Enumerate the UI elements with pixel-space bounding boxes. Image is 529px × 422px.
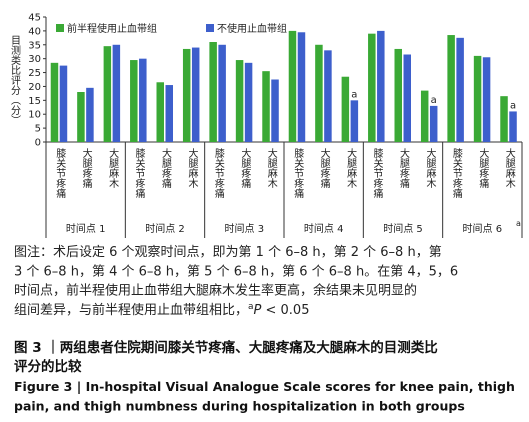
bar: [244, 62, 253, 143]
caption-cn: 图 3 ｜两组患者住院期间膝关节疼痛、大腿疼痛及大腿麻木的目测类比: [14, 339, 438, 356]
x-tick-label: 膝关节疼痛: [292, 147, 304, 199]
x-tick-label: 膝关节疼痛: [54, 147, 66, 199]
bar: [500, 96, 508, 142]
x-tick-label: 膝关节疼痛: [371, 147, 383, 199]
group-annotation: a: [516, 219, 521, 228]
y-tick-label: 10: [28, 110, 41, 121]
bar: [235, 60, 244, 142]
x-tick-label: 大腿麻木: [424, 147, 436, 189]
bar: [262, 71, 270, 142]
legend-label: 不使用止血带组: [217, 22, 287, 35]
bar: [86, 87, 94, 142]
x-tick-label: 大腿麻木: [503, 147, 515, 189]
bar: [482, 57, 491, 142]
bar: [341, 76, 350, 142]
y-tick-label: 5: [35, 124, 41, 135]
note-text: < 0.05: [261, 303, 309, 318]
bar: [324, 50, 332, 143]
y-tick-label: 20: [28, 82, 41, 93]
x-tick-label: 膝关节疼痛: [133, 147, 145, 199]
note-line: 时间点，前半程使用止血带组大腿麻木发生率更高，余结果未见明显的: [14, 283, 417, 299]
y-axis-label: 目测类比评分（分）: [9, 35, 21, 125]
group-label: 时间点 3: [225, 222, 265, 235]
y-tick-label: 40: [28, 26, 41, 37]
bar: [165, 85, 173, 142]
bar: [473, 55, 482, 143]
bar: [420, 90, 429, 142]
bar: [103, 46, 112, 142]
group-label: 时间点 4: [304, 222, 344, 235]
bar: [139, 58, 147, 142]
note-line: 图注：术后设定 6 个观察时间点，即为第 1 个 6–8 h，第 2 个 6–8…: [14, 245, 442, 260]
bar: [191, 47, 200, 142]
bar: [182, 48, 191, 142]
caption-en: pain, and thigh numbness during hospital…: [14, 399, 465, 414]
y-tick-label: 0: [35, 138, 41, 149]
x-tick-label: 大腿疼痛: [160, 147, 172, 189]
note-sup: a: [248, 302, 254, 312]
bar: [112, 44, 121, 142]
group-label: 时间点 2: [145, 222, 185, 235]
bar-annotation: a: [510, 100, 516, 111]
bar: [209, 42, 217, 142]
bar-annotation: a: [431, 95, 437, 106]
bar: [350, 100, 359, 142]
bar: [130, 60, 138, 142]
x-tick-label: 大腿麻木: [345, 147, 357, 189]
caption-en: Figure 3 | In-hospital Visual Analogue S…: [14, 379, 515, 394]
bar: [429, 105, 438, 142]
group-label: 时间点 6: [463, 222, 503, 235]
y-tick-label: 45: [28, 13, 41, 24]
bar: [271, 79, 279, 142]
y-tick-label: 30: [28, 54, 41, 65]
bar: [77, 92, 85, 142]
note-italic: P: [254, 303, 262, 318]
x-tick-label: 膝关节疼痛: [450, 147, 462, 199]
bar: [218, 44, 226, 142]
x-tick-label: 大腿麻木: [186, 147, 198, 189]
bar: [456, 37, 464, 143]
note-line: 组间差异，与前半程使用止血带组相比，aP < 0.05: [14, 302, 309, 318]
group-label: 时间点 1: [66, 222, 106, 235]
bar: [59, 65, 68, 142]
y-tick-label: 25: [28, 68, 41, 79]
note-line: 3 个 6–8 h，第 4 个 6–8 h，第 5 个 6–8 h，第 6 个 …: [14, 264, 458, 279]
x-tick-label: 大腿疼痛: [477, 147, 489, 189]
bar: [368, 33, 376, 142]
group-label: 时间点 5: [383, 222, 423, 235]
bar: [288, 30, 297, 143]
bar: [403, 54, 411, 142]
legend-swatch: [56, 24, 64, 32]
bar: [447, 35, 455, 142]
bar: [315, 44, 323, 142]
x-tick-label: 膝关节疼痛: [212, 147, 224, 199]
caption-cn: 评分的比较: [14, 358, 82, 375]
bar: [377, 30, 385, 143]
x-tick-label: 大腿疼痛: [318, 147, 330, 189]
x-tick-label: 大腿疼痛: [239, 147, 251, 189]
y-tick-label: 15: [28, 96, 41, 107]
bar: [509, 111, 517, 142]
bar-annotation: a: [351, 89, 357, 100]
legend-swatch: [206, 24, 214, 32]
bar: [156, 82, 164, 142]
bar: [394, 48, 402, 142]
x-tick-label: 大腿麻木: [265, 147, 277, 189]
y-tick-label: 35: [28, 40, 41, 51]
legend-label: 前半程使用止血带组: [67, 22, 157, 35]
bar: [50, 62, 59, 143]
x-tick-label: 大腿疼痛: [398, 147, 410, 189]
bar: [297, 32, 306, 142]
note-text: 组间差异，与前半程使用止血带组相比，: [14, 302, 248, 318]
x-tick-label: 大腿疼痛: [80, 147, 92, 189]
x-tick-label: 大腿麻木: [107, 147, 119, 189]
